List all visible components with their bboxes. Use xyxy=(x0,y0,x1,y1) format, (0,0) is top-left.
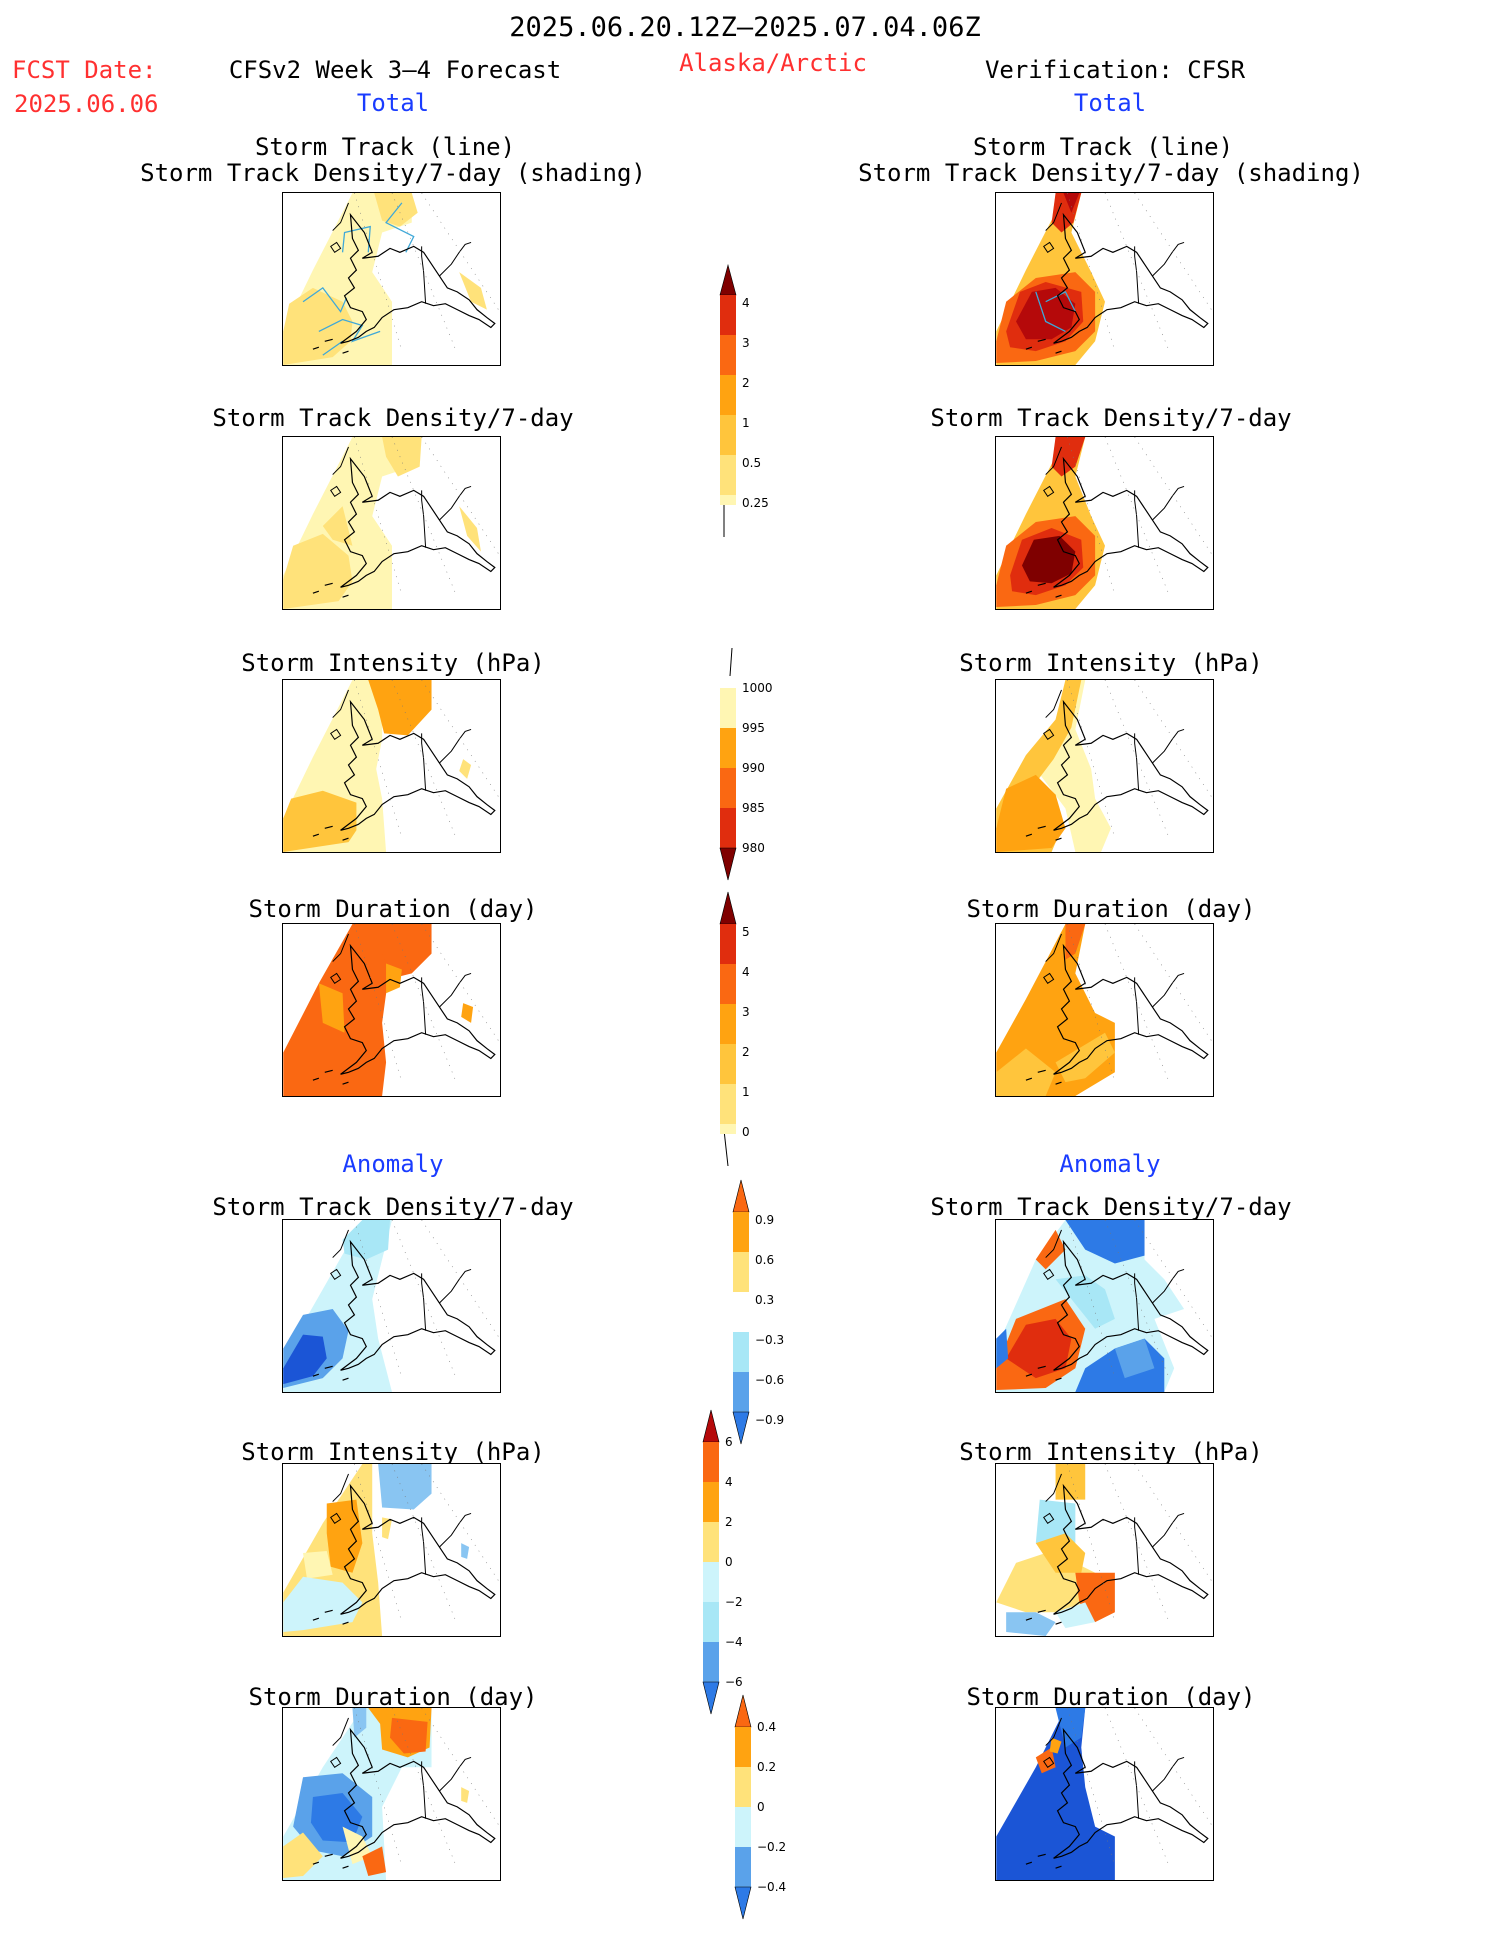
cb-label: 1 xyxy=(742,1085,750,1099)
cb-label: 5 xyxy=(742,925,750,939)
left-anom-density-title: Storm Track Density/7-day xyxy=(212,1193,574,1221)
cb-label: 0.6 xyxy=(755,1253,775,1267)
right-anomaly-label: Anomaly xyxy=(1059,1150,1161,1178)
cb-label: −2 xyxy=(725,1595,743,1609)
left-track-shading-title: Storm Track Density/7-day (shading) xyxy=(140,159,646,187)
cb-label: 4 xyxy=(742,965,750,979)
map-right-anom-duration xyxy=(995,1707,1214,1881)
left-duration-title: Storm Duration (day) xyxy=(248,895,538,923)
cb-label: 980 xyxy=(742,841,765,855)
map-right-intensity xyxy=(995,679,1214,853)
map-left-density xyxy=(282,436,501,610)
right-anom-density-title: Storm Track Density/7-day xyxy=(930,1193,1292,1221)
left-density-title: Storm Track Density/7-day xyxy=(212,404,574,432)
cb-label: 0.3 xyxy=(755,1293,775,1307)
verification-title: Verification: CFSR xyxy=(984,56,1246,84)
colorbar-duration-total: 5 4 3 2 1 0 xyxy=(719,890,790,1174)
cb-label: 0.4 xyxy=(757,1720,777,1734)
cb-label: 4 xyxy=(725,1475,733,1489)
cb-label: −0.6 xyxy=(755,1373,785,1387)
left-total-label: Total xyxy=(356,89,430,117)
cb-label: 3 xyxy=(742,336,750,350)
left-anom-duration-title: Storm Duration (day) xyxy=(248,1683,538,1711)
map-right-density xyxy=(995,436,1214,610)
cb-label: 0 xyxy=(725,1555,733,1569)
left-anomaly-label: Anomaly xyxy=(342,1150,444,1178)
colorbar-intensity-total: 1000 995 990 985 980 xyxy=(719,647,790,892)
cb-label: 6 xyxy=(725,1435,733,1449)
right-track-line-title: Storm Track (line) xyxy=(972,133,1234,161)
right-track-shading-title: Storm Track Density/7-day (shading) xyxy=(858,159,1364,187)
map-left-anom-intensity xyxy=(282,1463,501,1637)
left-anom-intensity-title: Storm Intensity (hPa) xyxy=(241,1438,545,1466)
region-title: Alaska/Arctic xyxy=(679,49,867,77)
cb-label: −6 xyxy=(725,1675,743,1689)
cb-label: −0.4 xyxy=(757,1880,787,1894)
colorbar-duration-anom: 0.4 0.2 0 −0.2 −0.4 xyxy=(734,1693,805,1937)
map-left-intensity xyxy=(282,679,501,853)
cb-label: 1000 xyxy=(742,681,773,695)
map-left-track-line xyxy=(282,192,501,366)
map-right-anom-intensity xyxy=(995,1463,1214,1637)
period-title: 2025.06.20.12Z–2025.07.04.06Z xyxy=(509,12,981,43)
map-left-anom-density xyxy=(282,1219,501,1393)
cb-label: −4 xyxy=(725,1635,743,1649)
cb-label: −0.3 xyxy=(755,1333,785,1347)
map-left-duration xyxy=(282,923,501,1097)
cb-label: 3 xyxy=(742,1005,750,1019)
fcst-date-label: FCST Date: xyxy=(12,56,157,84)
left-track-line-title: Storm Track (line) xyxy=(254,133,516,161)
cb-label: −0.2 xyxy=(757,1840,787,1854)
cb-label: 995 xyxy=(742,721,765,735)
right-anom-duration-title: Storm Duration (day) xyxy=(966,1683,1256,1711)
cb-label: 4 xyxy=(742,296,750,310)
cb-label: 2 xyxy=(725,1515,733,1529)
map-right-track-line xyxy=(995,192,1214,366)
colorbar-density-anom: 0.9 0.6 0.3 −0.3 −0.6 −0.9 xyxy=(732,1178,803,1462)
cb-label: 990 xyxy=(742,761,765,775)
cb-label: −0.9 xyxy=(755,1413,785,1427)
cb-label: 0.25 xyxy=(742,496,769,510)
map-right-duration xyxy=(995,923,1214,1097)
cb-label: 0.9 xyxy=(755,1213,775,1227)
right-anom-intensity-title: Storm Intensity (hPa) xyxy=(959,1438,1263,1466)
cb-label: 2 xyxy=(742,376,750,390)
right-total-label: Total xyxy=(1073,89,1147,117)
cb-label: 2 xyxy=(742,1045,750,1059)
map-right-anom-density xyxy=(995,1219,1214,1393)
right-density-title: Storm Track Density/7-day xyxy=(930,404,1292,432)
cb-label: 0.2 xyxy=(757,1760,777,1774)
cb-label: 985 xyxy=(742,801,765,815)
cb-label: 0 xyxy=(742,1125,750,1139)
right-duration-title: Storm Duration (day) xyxy=(966,895,1256,923)
colorbar-density-total: 4 3 2 1 0.5 0.25 xyxy=(719,263,790,549)
map-left-anom-duration xyxy=(282,1707,501,1881)
colorbar-intensity-anom: 6 4 2 0 −2 −4 −6 xyxy=(702,1408,773,1732)
right-intensity-title: Storm Intensity (hPa) xyxy=(959,649,1263,677)
left-intensity-title: Storm Intensity (hPa) xyxy=(241,649,545,677)
fcst-date-value: 2025.06.06 xyxy=(14,90,159,118)
cb-label: 1 xyxy=(742,416,750,430)
cb-label: 0 xyxy=(757,1800,765,1814)
model-title: CFSv2 Week 3–4 Forecast xyxy=(228,56,562,84)
cb-label: 0.5 xyxy=(742,456,762,470)
